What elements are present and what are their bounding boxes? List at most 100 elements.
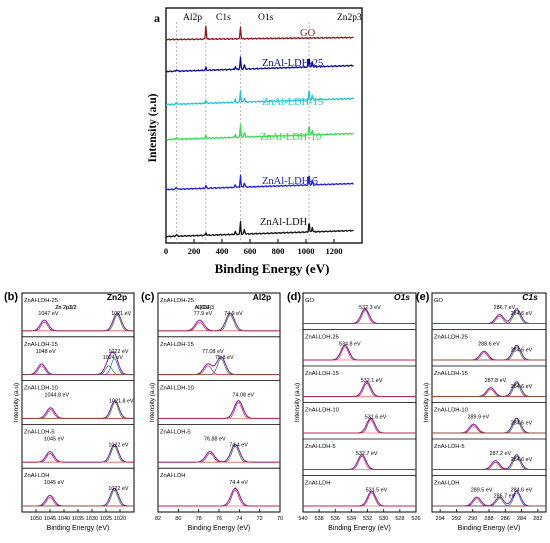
series-line-GO [165, 25, 354, 41]
panel-label: (d) [287, 291, 301, 303]
fit-component [158, 402, 280, 419]
fit-component [158, 489, 280, 507]
fit-component [303, 492, 416, 507]
peak-label: 1022 eV [108, 442, 128, 448]
trace-name: ZnAl-LDH-15 [160, 342, 194, 348]
peak-label: 532.7 eV [356, 451, 378, 457]
peak-label: 74.4 eV [229, 480, 248, 486]
y-axis-label: Intensity (a.u) [423, 383, 430, 422]
trace-name: ZnAl-LDH-15 [305, 371, 339, 377]
x-tick-label: 400 [216, 246, 229, 256]
envelope-line [303, 381, 416, 397]
panel-label-a: a [154, 11, 160, 25]
envelope-line [158, 487, 280, 507]
trace-name: ZnAl-LDH-25 [434, 335, 468, 341]
x-tick-label: 1020 [114, 516, 126, 522]
x-axis-label: Binding Energy (eV) [458, 525, 521, 532]
fit-component [158, 445, 280, 463]
x-tick-label: 82 [155, 516, 161, 522]
peak-label: 1022 eV [108, 349, 128, 355]
trace-name: ZnAl-LDH-15 [434, 371, 468, 377]
panel-c: (c) Al2p 82 80 78 76 74 72 70 Binding Energy (eV)… [141, 291, 283, 532]
fit-component [22, 401, 134, 419]
peak-label: Zn 2p3/2 [55, 305, 76, 311]
x-tick-label: 200 [188, 246, 201, 256]
x-tick-label: 290 [468, 516, 477, 522]
peak-label: 287.8 eV [485, 378, 507, 384]
fit-component [432, 425, 546, 434]
panel-label: (e) [416, 291, 430, 303]
x-tick-label: 530 [379, 516, 388, 522]
panel-label: (c) [141, 291, 155, 303]
x-tick-label: 0 [164, 246, 168, 256]
reference-label-Zn2p3: Zn2p3 [337, 13, 362, 23]
peak-label: 1045 eV [44, 480, 64, 486]
peak-label: 75.8 eV [215, 355, 234, 361]
fit-component [22, 496, 134, 507]
fit-component [432, 498, 546, 507]
reference-label-O1s: O1s [258, 13, 274, 23]
x-tick-label: 292 [452, 516, 461, 522]
series-label-ZnAl-LDH-10: ZnAl-LDH-10 [260, 132, 321, 143]
panel-e: (e) C1s 294 292 290 288 286 284 282 Binding Energ… [416, 291, 547, 532]
peak-label: 289.9 eV [468, 415, 490, 421]
x-tick-label: 1050 [30, 516, 42, 522]
trace-name: ZnAl-LDH-10 [305, 408, 339, 414]
y-axis-label: Intensity (a.u) [149, 383, 156, 422]
peak-label: 286.7 eV [494, 305, 516, 311]
x-tick-label: 528 [395, 516, 404, 522]
peak-label: 531.6 eV [365, 415, 387, 421]
peak-label: 284.6 eV [511, 488, 533, 494]
trace-name: ZnAl-LDH-10 [434, 408, 468, 414]
peak-label: 288.6 eV [478, 342, 500, 348]
peak-label: Al2O3 [195, 305, 210, 311]
x-tick-label: 1000 [298, 246, 315, 256]
x-tick-label: 800 [272, 246, 285, 256]
trace-name: ZnAl-LDH-5 [434, 444, 465, 450]
series-label-ZnAl-LDH: ZnAl-LDH [260, 217, 308, 228]
fit-component [158, 321, 280, 332]
x-axis-label: Binding Energy (eV) [47, 525, 110, 532]
panel-label: (b) [4, 291, 18, 303]
x-tick-label: 540 [298, 516, 307, 522]
envelope-line [158, 443, 280, 463]
series-line-ZnAl-LDH-10 [165, 124, 354, 141]
x-tick-label: 284 [517, 516, 526, 522]
peak-label: 531.5 eV [366, 488, 388, 494]
series-label-ZnAl-LDH-15: ZnAl-LDH-15 [262, 97, 323, 108]
fit-component [22, 409, 134, 419]
peak-label: 1045 eV [44, 436, 64, 442]
y-axis-label: Intensity (a.u) [147, 93, 159, 162]
peak-label: 1022 eV [108, 486, 128, 492]
envelope-line [158, 400, 280, 419]
peak-label: 289.5 eV [471, 488, 493, 494]
x-tick-label: 286 [501, 516, 510, 522]
peak-label: 287.2 eV [490, 451, 512, 457]
x-tick-label: 72 [257, 516, 263, 522]
x-tick-label: 288 [484, 516, 493, 522]
x-tick-label: 1200 [326, 246, 343, 256]
x-tick-label: 80 [175, 516, 181, 522]
x-axis-label: Binding Energy (eV) [215, 261, 330, 276]
peak-label: 77.08 eV [202, 349, 224, 355]
reference-label-C1s: C1s [216, 13, 231, 23]
envelope-line [303, 490, 416, 507]
trace-name: ZnAl-LDH-10 [160, 386, 194, 392]
element-label: O1s [394, 292, 410, 302]
fit-component [432, 388, 546, 397]
fit-component [432, 498, 546, 507]
x-tick-label: 538 [315, 516, 324, 522]
survey-panel: a Al2p C1s O1s Zn2p3 0 200 400 600 800 1000 1200 Bin… [147, 7, 363, 276]
x-tick-label: 1040 [58, 516, 70, 522]
element-label: Zn2p [107, 292, 127, 302]
trace-name: ZnAl-LDH-15 [24, 342, 58, 348]
trace-name: ZnAl-LDH [305, 481, 330, 487]
fit-component [303, 346, 416, 361]
fit-component [22, 365, 134, 375]
trace-name: ZnAl-LDH [434, 481, 459, 487]
envelope-line [432, 490, 546, 507]
x-tick-label: 76 [216, 516, 222, 522]
peak-label: 1021 eV [111, 311, 131, 317]
fit-component [158, 365, 280, 375]
panel-b: (b) Zn2p 1050 1045 1040 1035 1030 1025 1020 Bindi… [4, 291, 135, 532]
